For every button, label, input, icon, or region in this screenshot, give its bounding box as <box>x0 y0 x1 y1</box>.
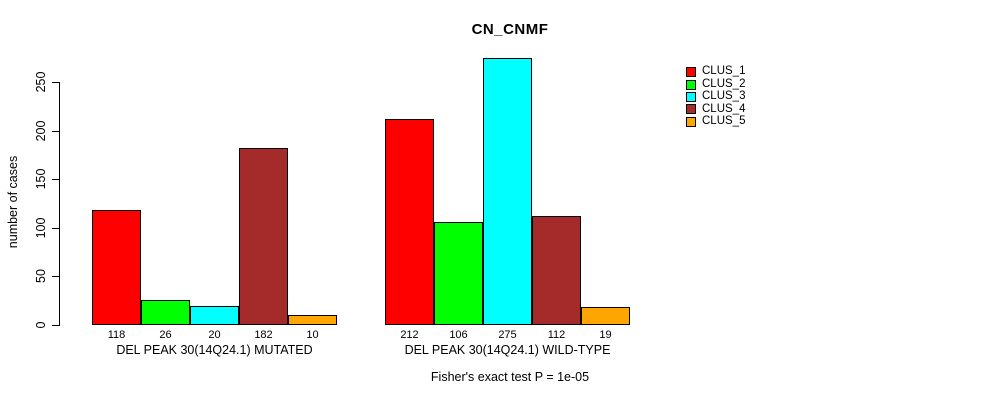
bar-clus_1-group2 <box>385 119 434 325</box>
bar-clus_3-group2 <box>483 58 532 325</box>
legend-item-clus_3: CLUS_3 <box>686 91 745 103</box>
y-axis-tick-label: 200 <box>34 120 48 142</box>
legend: CLUS_1 CLUS_2 CLUS_3 CLUS_4 CLUS_5 <box>686 66 745 128</box>
bar-value-label: 10 <box>306 329 319 341</box>
bar-clus_3-group1 <box>190 306 239 325</box>
bar-value-label: 19 <box>599 329 612 341</box>
bar-value-label: 212 <box>400 329 419 341</box>
bar-value-label: 118 <box>107 329 126 341</box>
legend-item-clus_2: CLUS_2 <box>686 78 745 90</box>
bar-value-label: 275 <box>498 329 517 341</box>
y-axis-tick <box>52 325 59 326</box>
bar-value-label: 20 <box>208 329 221 341</box>
group-label: DEL PEAK 30(14Q24.1) MUTATED <box>116 343 313 357</box>
legend-swatch-icon <box>686 79 696 90</box>
legend-item-clus_1: CLUS_1 <box>686 66 745 78</box>
bar-value-label: 182 <box>254 329 273 341</box>
legend-swatch-icon <box>686 116 696 127</box>
y-axis-tick <box>52 179 59 181</box>
legend-item-clus_5: CLUS_5 <box>686 115 746 128</box>
bar-value-label: 26 <box>159 329 172 341</box>
y-axis-tick-label: 0 <box>34 321 48 329</box>
y-axis-tick <box>52 130 59 132</box>
fisher-test-text: Fisher's exact test P = 1e-05 <box>430 370 590 384</box>
bar-value-label: 112 <box>547 329 566 341</box>
y-axis-tick <box>52 227 59 229</box>
y-axis-tick-label: 100 <box>34 217 48 239</box>
bar-clus_5-group1 <box>288 315 337 325</box>
bar-clus_1-group1 <box>92 210 141 325</box>
bar-clus_5-group2 <box>581 307 630 325</box>
legend-item-clus_4: CLUS_4 <box>686 103 745 115</box>
y-axis-label: number of cases <box>6 155 20 249</box>
bar-clus_4-group2 <box>532 216 581 325</box>
legend-label: CLUS_2 <box>702 77 746 90</box>
legend-label: CLUS_3 <box>702 90 746 103</box>
legend-swatch-icon <box>686 91 696 102</box>
bar-clus_2-group1 <box>141 300 190 325</box>
legend-swatch-icon <box>686 67 696 78</box>
y-axis-tick <box>52 276 59 278</box>
y-axis-tick-label: 250 <box>34 71 48 93</box>
y-axis-tick-label: 50 <box>34 269 48 284</box>
legend-swatch-icon <box>686 104 696 115</box>
y-axis-tick-label: 150 <box>34 168 48 190</box>
legend-label: CLUS_5 <box>702 115 746 127</box>
y-axis-tick <box>52 82 59 83</box>
legend-label: CLUS_1 <box>702 65 746 78</box>
legend-label: CLUS_4 <box>702 102 746 115</box>
group-label: DEL PEAK 30(14Q24.1) WILD-TYPE <box>404 343 611 357</box>
chart-title: CN_CNMF <box>471 21 549 38</box>
bar-clus_2-group2 <box>434 222 483 325</box>
y-axis-line <box>59 82 60 326</box>
bar-clus_4-group1 <box>239 148 288 325</box>
bar-value-label: 106 <box>449 329 468 341</box>
